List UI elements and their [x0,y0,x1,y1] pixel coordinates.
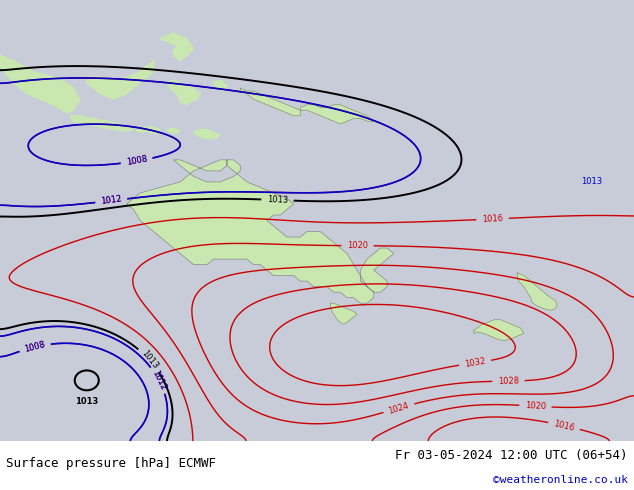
Polygon shape [127,160,394,303]
Polygon shape [214,80,227,91]
Text: 1032: 1032 [464,357,486,369]
Text: 1016: 1016 [482,214,503,224]
Text: 1013: 1013 [581,177,602,186]
Polygon shape [143,127,160,133]
Text: 1012: 1012 [150,368,167,392]
Polygon shape [177,85,197,105]
Text: 1008: 1008 [23,340,46,354]
Text: 1012: 1012 [150,368,167,392]
Text: 1028: 1028 [498,376,519,386]
Text: 1016: 1016 [553,419,576,433]
Polygon shape [330,303,357,324]
Text: 1012: 1012 [100,195,122,206]
Polygon shape [0,55,80,113]
Polygon shape [193,129,220,139]
Polygon shape [517,273,557,310]
Text: 1020: 1020 [347,241,368,250]
Polygon shape [174,47,187,61]
Text: 1013: 1013 [267,195,288,205]
Text: 1008: 1008 [126,155,148,168]
Text: 1008: 1008 [23,340,46,354]
Polygon shape [167,128,180,133]
Polygon shape [70,116,134,131]
Text: 1020: 1020 [525,401,547,411]
Polygon shape [160,33,193,55]
Polygon shape [167,80,200,102]
Text: Fr 03-05-2024 12:00 UTC (06+54): Fr 03-05-2024 12:00 UTC (06+54) [395,449,628,462]
Text: 1012: 1012 [100,195,122,206]
Polygon shape [301,105,373,124]
Text: 1013: 1013 [75,397,98,406]
Text: Surface pressure [hPa] ECMWF: Surface pressure [hPa] ECMWF [6,457,216,469]
Polygon shape [87,61,153,99]
Polygon shape [474,320,524,341]
Text: ©weatheronline.co.uk: ©weatheronline.co.uk [493,475,628,485]
Text: 1013: 1013 [139,349,160,371]
Polygon shape [137,128,147,132]
Text: 1024: 1024 [387,401,410,416]
Text: 1008: 1008 [126,155,148,168]
Polygon shape [240,88,301,116]
